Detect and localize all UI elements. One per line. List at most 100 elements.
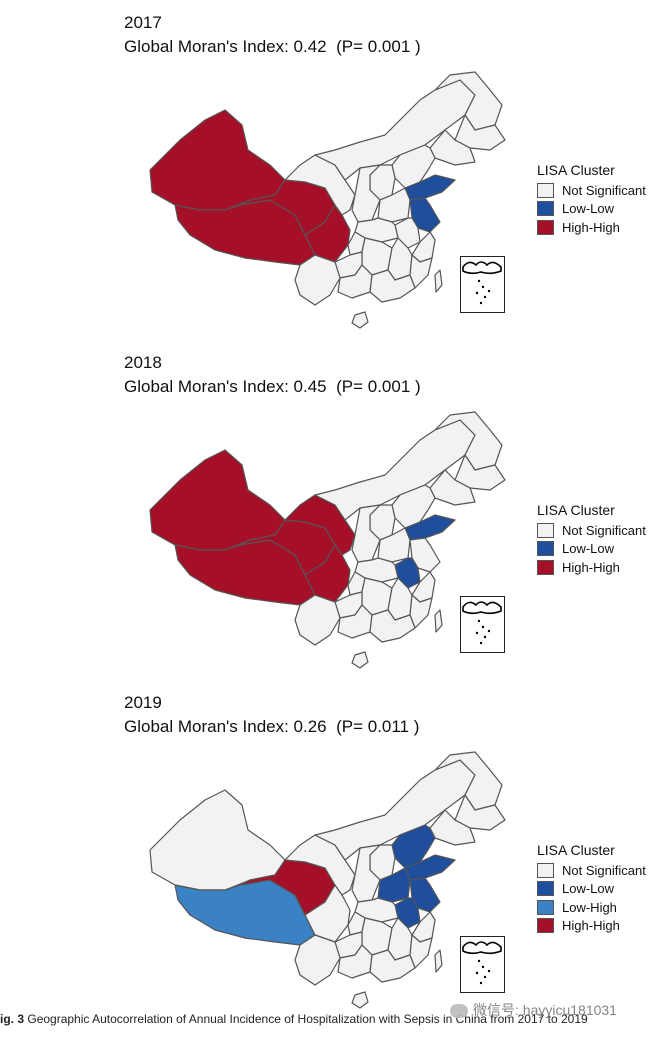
inset-island — [477, 279, 481, 283]
legend-item: Low-High — [537, 898, 646, 917]
legend-label: Low-Low — [562, 541, 615, 557]
inset-island — [475, 971, 479, 975]
legend-swatch — [537, 559, 554, 575]
south-china-sea-inset — [460, 256, 505, 313]
inset-island — [479, 981, 483, 985]
region-gansu — [284, 154, 356, 216]
map-panel-2017: 2017 Global Moran's Index: 0.42 (P= 0.001… — [0, 0, 659, 340]
legend: LISA Cluster Not Significant Low-Low High-H… — [537, 162, 646, 237]
moran-index: Global Moran's Index: 0.26 (P= 0.011 ) — [124, 717, 420, 736]
inset-island — [477, 619, 481, 623]
legend-swatch — [537, 881, 554, 897]
legend-item: Low-Low — [537, 880, 646, 899]
inset-island — [481, 285, 485, 289]
inset-island — [487, 969, 491, 973]
map-panel-2018: 2018 Global Moran's Index: 0.45 (P= 0.001… — [0, 340, 659, 680]
region-guangdong — [369, 949, 416, 983]
moran-index: Global Moran's Index: 0.42 (P= 0.001 ) — [124, 37, 421, 56]
legend-title: LISA Cluster — [537, 162, 615, 178]
region-guangdong — [369, 609, 416, 643]
legend-item: Not Significant — [537, 181, 646, 200]
wechat-icon — [450, 1004, 468, 1019]
region-gansu — [284, 494, 356, 556]
figure-caption: ig. 3 Geographic Autocorrelation of Annu… — [0, 1012, 588, 1026]
south-china-sea-inset — [460, 936, 505, 993]
legend-swatch — [537, 182, 554, 198]
region-hainan — [351, 311, 369, 329]
legend: LISA Cluster Not Significant Low-Low High-H… — [537, 502, 646, 577]
inset-coastline — [462, 601, 502, 615]
moran-index: Global Moran's Index: 0.45 (P= 0.001 ) — [124, 377, 421, 396]
region-taiwan — [434, 269, 443, 293]
china-map — [149, 411, 506, 669]
caption-text: Geographic Autocorrelation of Annual Inc… — [27, 1012, 588, 1026]
legend-label: Low-Low — [562, 881, 615, 897]
region-xinjiang — [149, 109, 286, 211]
caption-figure-number: ig. 3 — [0, 1012, 25, 1026]
legend-swatch — [537, 862, 554, 878]
region-hainan — [351, 991, 369, 1009]
legend-label: High-High — [562, 219, 620, 235]
legend-label: High-High — [562, 559, 620, 575]
inset-island — [481, 625, 485, 629]
south-china-sea-inset — [460, 596, 505, 653]
legend-swatch — [537, 541, 554, 557]
legend-label: Low-High — [562, 899, 617, 915]
legend-swatch — [537, 899, 554, 915]
legend-item: Low-Low — [537, 200, 646, 219]
inset-map — [462, 941, 502, 985]
inset-coastline — [462, 941, 502, 955]
legend-label: Low-Low — [562, 201, 615, 217]
china-map — [149, 751, 506, 1009]
inset-island — [477, 959, 481, 963]
region-xinjiang — [149, 449, 286, 551]
region-shaanxi — [351, 844, 381, 903]
inset-island — [475, 291, 479, 295]
legend-title: LISA Cluster — [537, 842, 615, 858]
region-yunnan — [294, 594, 341, 646]
panel-year: 2018 — [124, 353, 162, 372]
map-panel-2019: 2019 Global Moran's Index: 0.26 (P= 0.011… — [0, 680, 659, 1020]
legend-title: LISA Cluster — [537, 502, 615, 518]
legend-label: Not Significant — [562, 522, 646, 538]
inset-coastline — [462, 261, 502, 275]
region-sichuan — [294, 884, 351, 943]
legend-label: Not Significant — [562, 862, 646, 878]
panel-year: 2017 — [124, 13, 162, 32]
inset-island — [487, 629, 491, 633]
legend-item: Not Significant — [537, 861, 646, 880]
region-shaanxi — [351, 504, 381, 563]
region-gansu — [284, 834, 356, 896]
inset-map — [462, 261, 502, 305]
region-shaanxi — [351, 164, 381, 223]
region-sichuan — [294, 204, 351, 263]
legend-item: Low-Low — [537, 540, 646, 559]
legend-swatch — [537, 522, 554, 538]
region-guangdong — [369, 269, 416, 303]
inset-island — [483, 635, 487, 639]
inset-island — [475, 631, 479, 635]
legend-swatch — [537, 201, 554, 217]
region-yunnan — [294, 934, 341, 986]
watermark: 微信号: hayyicu181031 — [450, 1000, 617, 1020]
inset-island — [487, 289, 491, 293]
region-yunnan — [294, 254, 341, 306]
panel-year: 2019 — [124, 693, 162, 712]
inset-island — [479, 301, 483, 305]
legend-item: Not Significant — [537, 521, 646, 540]
legend-swatch — [537, 918, 554, 934]
region-sichuan — [294, 544, 351, 603]
china-map — [149, 71, 506, 329]
region-taiwan — [434, 949, 443, 973]
inset-island — [483, 975, 487, 979]
inset-island — [479, 641, 483, 645]
inset-island — [481, 965, 485, 969]
legend-swatch — [537, 219, 554, 235]
legend-label: High-High — [562, 918, 620, 934]
legend-label: Not Significant — [562, 182, 646, 198]
legend-item: High-High — [537, 558, 646, 577]
region-xinjiang — [149, 789, 286, 891]
region-hainan — [351, 651, 369, 669]
legend-item: High-High — [537, 917, 646, 936]
inset-map — [462, 601, 502, 645]
